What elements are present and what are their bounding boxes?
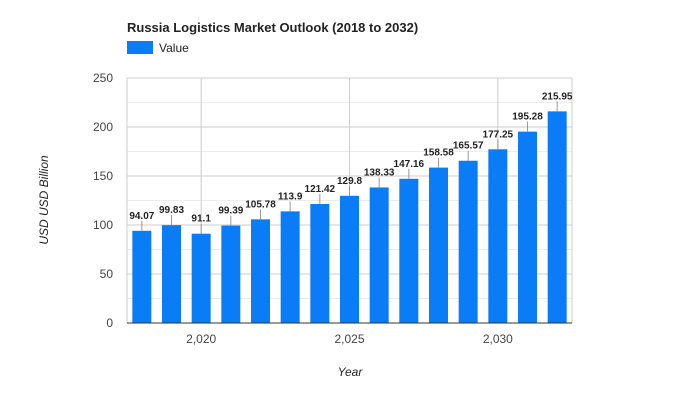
data-label: 91.1 [191,214,211,225]
bar [221,225,241,323]
bar [547,111,567,323]
y-tick-label: 200 [93,120,113,134]
y-tick-label: 150 [93,169,113,183]
x-tick-label: 2,025 [334,332,364,346]
axes: 0 50 100 150 200 250 2,020 2,025 2,030 [93,71,572,346]
data-label: 129.8 [337,176,362,187]
y-axis-title: USD USD Billion [37,155,51,245]
bar [132,230,152,323]
legend-label: Value [159,41,189,55]
x-tick-label: 2,020 [186,332,216,346]
chart-title: Russia Logistics Market Outlook (2018 to… [127,20,418,35]
y-tick-label: 250 [93,71,113,85]
y-tick-label: 100 [93,218,113,232]
bar [369,187,389,323]
bar [429,167,448,323]
data-labels: 94.07 99.83 91.1 99.39105.78113.9121.42129.… [129,91,573,234]
data-label: 99.39 [218,206,243,217]
bar [488,149,508,323]
data-label: 113.9 [278,191,303,202]
bar [518,131,537,323]
data-label: 215.95 [542,91,573,102]
bar [162,225,181,323]
bar [340,195,359,323]
data-label: 195.28 [512,112,543,123]
data-label: 138.33 [364,167,395,178]
data-label: 105.78 [245,199,276,210]
bars [132,111,567,323]
data-label: 177.25 [483,129,514,140]
bar [458,160,478,323]
data-label: 147.16 [394,159,425,170]
y-tick-label: 0 [106,316,113,330]
legend: Value [127,41,189,55]
legend-swatch [127,41,153,54]
y-tick-label: 50 [100,267,114,281]
data-label: 99.83 [159,205,184,216]
bar [251,219,270,323]
data-label: 165.57 [453,141,484,152]
bar [399,178,419,323]
bar [191,233,211,323]
bar [310,204,330,323]
x-tick-label: 2,030 [483,332,513,346]
bar [280,211,300,323]
x-axis-title: Year [338,365,364,379]
data-label: 121.42 [305,184,336,195]
data-label: 158.58 [423,148,454,159]
data-label: 94.07 [129,211,154,222]
